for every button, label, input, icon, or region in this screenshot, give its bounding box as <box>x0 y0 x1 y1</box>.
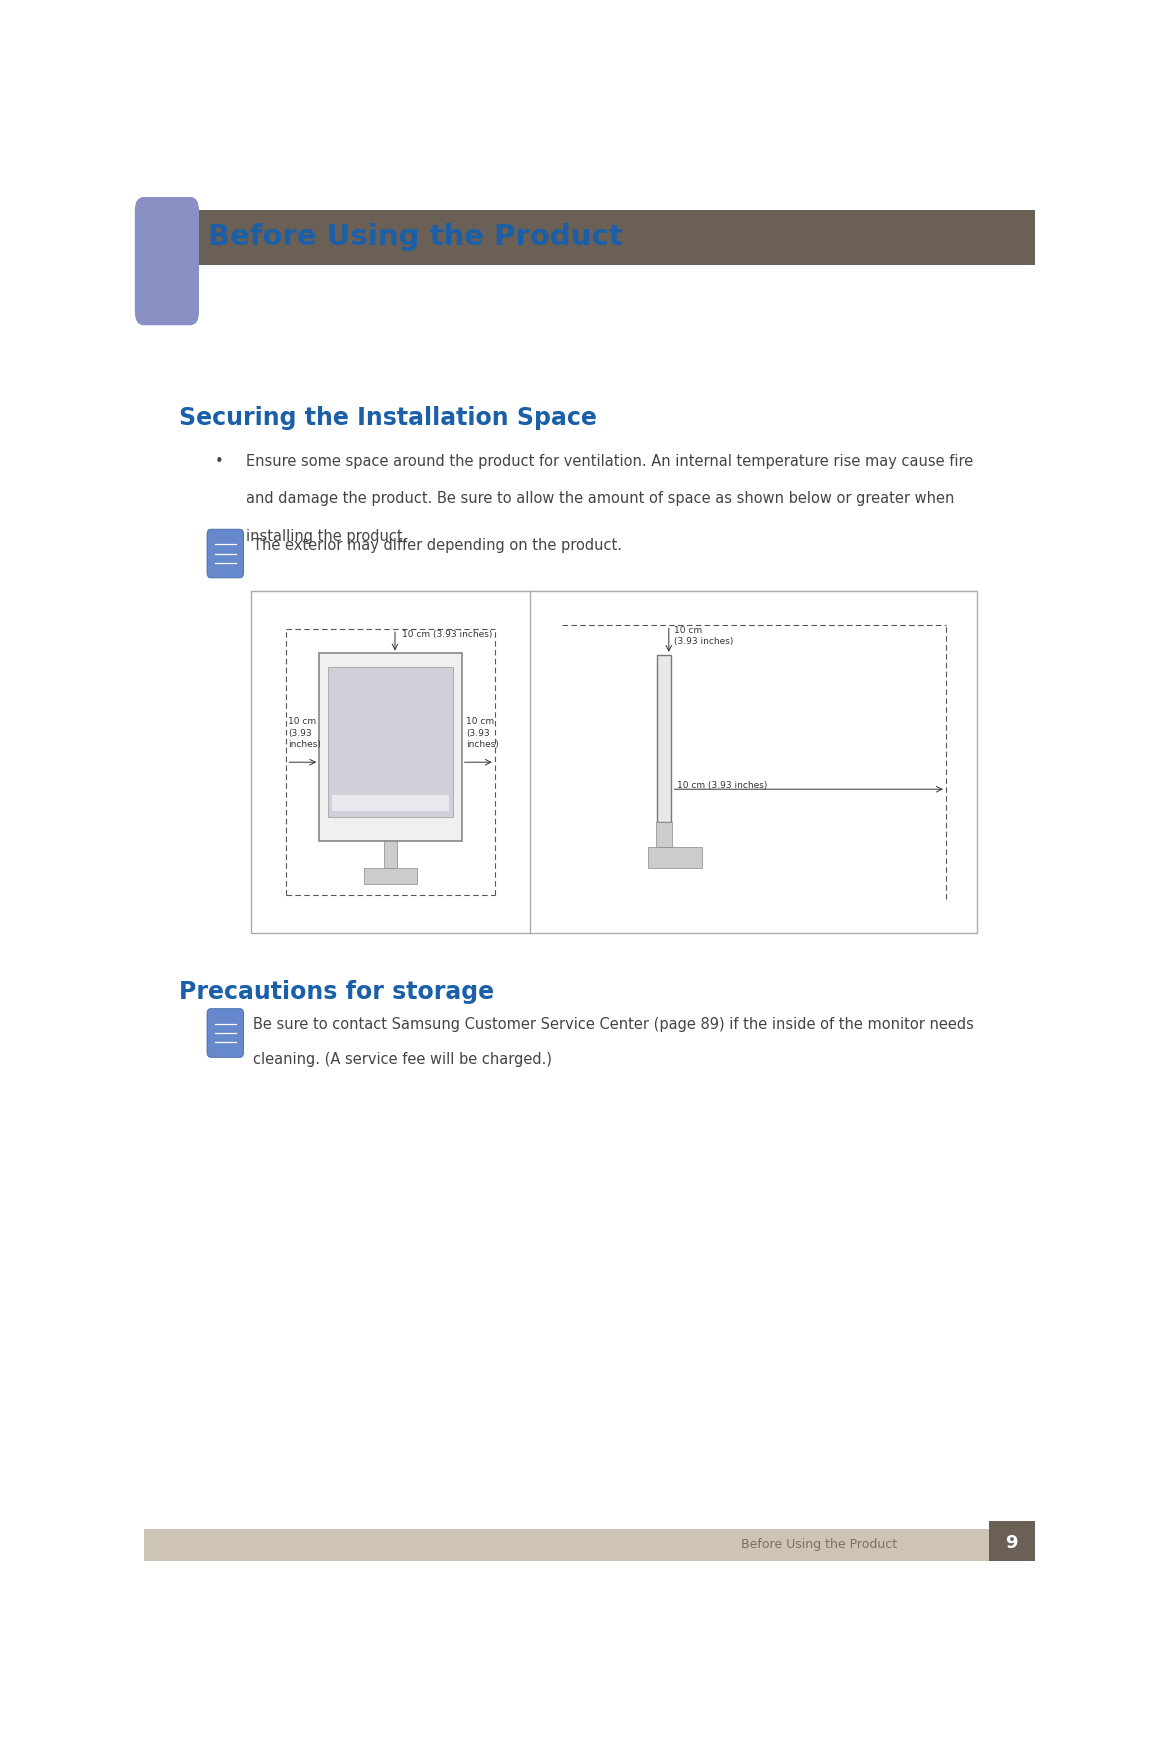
Bar <box>155 210 158 312</box>
Bar <box>658 654 672 823</box>
Bar <box>146 210 148 312</box>
Bar <box>384 842 397 868</box>
Bar <box>657 823 673 847</box>
Bar <box>251 591 978 933</box>
Bar <box>167 210 169 312</box>
Bar <box>649 847 702 868</box>
Bar <box>183 210 185 312</box>
Bar <box>158 210 160 312</box>
Text: 10 cm
(3.93 inches): 10 cm (3.93 inches) <box>674 626 734 645</box>
Bar <box>169 210 171 312</box>
Bar <box>162 210 164 312</box>
Bar <box>151 210 153 312</box>
Bar <box>363 868 417 884</box>
Bar <box>160 210 162 312</box>
Bar <box>164 210 167 312</box>
Text: The exterior may differ depending on the product.: The exterior may differ depending on the… <box>253 538 622 553</box>
Text: Ensure some space around the product for ventilation. An internal temperature ri: Ensure some space around the product for… <box>246 454 974 468</box>
Text: 9: 9 <box>1005 1535 1018 1552</box>
Bar <box>148 210 151 312</box>
Bar <box>176 210 178 312</box>
Text: Be sure to contact Samsung Customer Service Center (page 89) if the inside of th: Be sure to contact Samsung Customer Serv… <box>253 1017 974 1031</box>
Bar <box>144 210 146 312</box>
Bar <box>153 210 155 312</box>
Bar <box>989 1521 1035 1561</box>
Text: Before Using the Product: Before Using the Product <box>208 223 622 251</box>
Bar <box>178 210 181 312</box>
FancyBboxPatch shape <box>207 530 244 577</box>
Bar <box>328 667 453 817</box>
Text: Securing the Installation Space: Securing the Installation Space <box>179 407 597 430</box>
Bar <box>181 210 183 312</box>
Bar <box>174 210 176 312</box>
Bar <box>187 210 190 312</box>
Text: cleaning. (A service fee will be charged.): cleaning. (A service fee will be charged… <box>253 1052 552 1066</box>
Text: 10 cm
(3.93
inches): 10 cm (3.93 inches) <box>466 717 499 749</box>
Bar <box>171 210 174 312</box>
Text: 10 cm
(3.93
inches): 10 cm (3.93 inches) <box>289 717 321 749</box>
Text: 10 cm (3.93 inches): 10 cm (3.93 inches) <box>402 630 492 638</box>
Text: installing the product.: installing the product. <box>246 530 407 544</box>
FancyBboxPatch shape <box>207 1009 244 1058</box>
Bar <box>320 654 462 842</box>
Bar <box>331 795 450 812</box>
Text: •: • <box>215 454 224 468</box>
FancyBboxPatch shape <box>135 196 199 324</box>
Text: 10 cm (3.93 inches): 10 cm (3.93 inches) <box>677 781 767 789</box>
Bar <box>185 210 187 312</box>
Bar <box>144 210 1035 265</box>
Text: and damage the product. Be sure to allow the amount of space as shown below or g: and damage the product. Be sure to allow… <box>246 491 954 507</box>
Bar <box>144 1529 1035 1561</box>
Text: Precautions for storage: Precautions for storage <box>179 980 494 1005</box>
Text: Before Using the Product: Before Using the Product <box>741 1538 897 1551</box>
